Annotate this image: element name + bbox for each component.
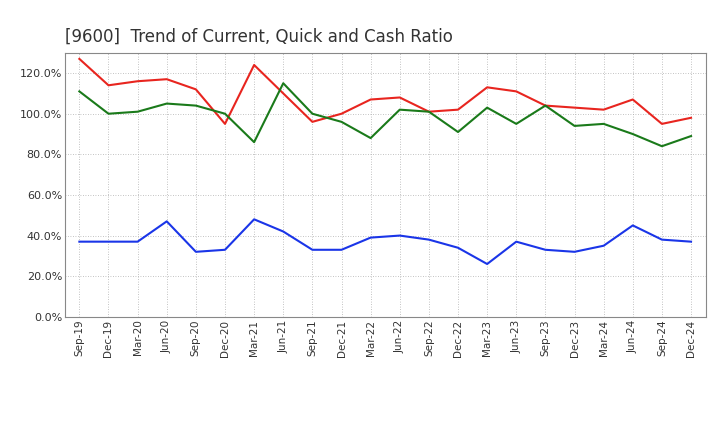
Text: [9600]  Trend of Current, Quick and Cash Ratio: [9600] Trend of Current, Quick and Cash … xyxy=(65,28,453,46)
Quick Ratio xyxy=(541,103,550,108)
Current Ratio xyxy=(337,111,346,116)
Cash Ratio xyxy=(657,237,666,242)
Quick Ratio xyxy=(75,89,84,94)
Cash Ratio xyxy=(425,237,433,242)
Quick Ratio xyxy=(599,121,608,127)
Current Ratio xyxy=(454,107,462,112)
Cash Ratio xyxy=(133,239,142,244)
Quick Ratio xyxy=(512,121,521,127)
Current Ratio xyxy=(599,107,608,112)
Current Ratio xyxy=(104,83,113,88)
Cash Ratio xyxy=(366,235,375,240)
Quick Ratio xyxy=(279,81,287,86)
Quick Ratio xyxy=(483,105,492,110)
Line: Quick Ratio: Quick Ratio xyxy=(79,83,691,146)
Current Ratio xyxy=(220,121,229,127)
Quick Ratio xyxy=(220,111,229,116)
Cash Ratio xyxy=(395,233,404,238)
Current Ratio xyxy=(133,79,142,84)
Line: Cash Ratio: Cash Ratio xyxy=(79,219,691,264)
Current Ratio xyxy=(395,95,404,100)
Cash Ratio xyxy=(75,239,84,244)
Quick Ratio xyxy=(250,139,258,145)
Quick Ratio xyxy=(337,119,346,125)
Current Ratio xyxy=(541,103,550,108)
Cash Ratio xyxy=(192,249,200,254)
Cash Ratio xyxy=(337,247,346,253)
Quick Ratio xyxy=(570,123,579,128)
Cash Ratio xyxy=(104,239,113,244)
Current Ratio xyxy=(570,105,579,110)
Cash Ratio xyxy=(570,249,579,254)
Quick Ratio xyxy=(163,101,171,106)
Current Ratio xyxy=(483,84,492,90)
Quick Ratio xyxy=(308,111,317,116)
Current Ratio xyxy=(425,109,433,114)
Quick Ratio xyxy=(454,129,462,135)
Cash Ratio xyxy=(687,239,696,244)
Quick Ratio xyxy=(687,133,696,139)
Quick Ratio xyxy=(133,109,142,114)
Current Ratio xyxy=(192,87,200,92)
Cash Ratio xyxy=(163,219,171,224)
Quick Ratio xyxy=(629,132,637,137)
Quick Ratio xyxy=(192,103,200,108)
Cash Ratio xyxy=(220,247,229,253)
Quick Ratio xyxy=(366,136,375,141)
Cash Ratio xyxy=(279,229,287,234)
Quick Ratio xyxy=(104,111,113,116)
Quick Ratio xyxy=(425,109,433,114)
Current Ratio xyxy=(657,121,666,127)
Quick Ratio xyxy=(657,143,666,149)
Current Ratio xyxy=(366,97,375,102)
Current Ratio xyxy=(75,56,84,62)
Current Ratio xyxy=(512,89,521,94)
Cash Ratio xyxy=(629,223,637,228)
Current Ratio xyxy=(279,91,287,96)
Cash Ratio xyxy=(541,247,550,253)
Current Ratio xyxy=(163,77,171,82)
Line: Current Ratio: Current Ratio xyxy=(79,59,691,124)
Current Ratio xyxy=(250,62,258,68)
Cash Ratio xyxy=(512,239,521,244)
Current Ratio xyxy=(629,97,637,102)
Quick Ratio xyxy=(395,107,404,112)
Cash Ratio xyxy=(483,261,492,267)
Cash Ratio xyxy=(454,245,462,250)
Current Ratio xyxy=(308,119,317,125)
Cash Ratio xyxy=(599,243,608,248)
Current Ratio xyxy=(687,115,696,121)
Cash Ratio xyxy=(308,247,317,253)
Cash Ratio xyxy=(250,216,258,222)
